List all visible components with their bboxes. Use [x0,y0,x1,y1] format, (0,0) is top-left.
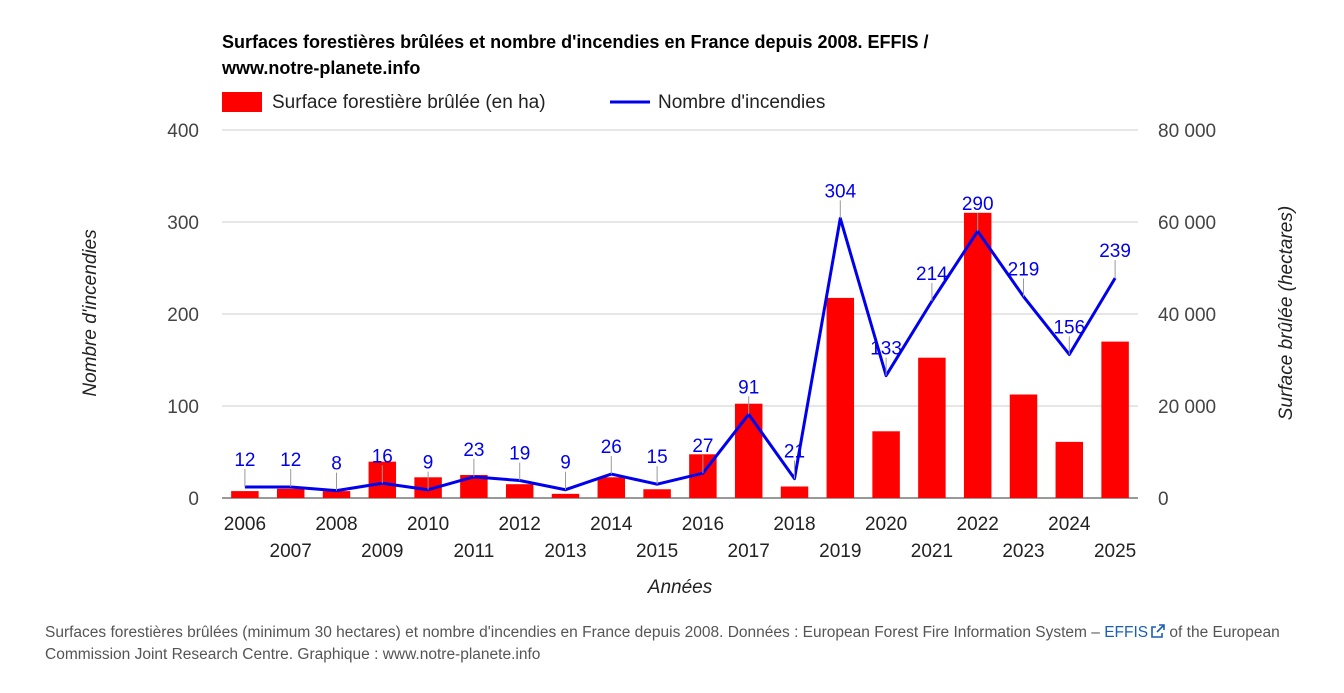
x-tick-label: 2011 [453,541,494,562]
data-label: 8 [331,454,342,475]
caption-text: Surfaces forestières brûlées (minimum 30… [45,624,1105,641]
external-link-icon [1151,624,1165,638]
chart-title-line2: www.notre-planete.info [221,58,420,78]
x-tick-label: 2008 [315,514,357,535]
x-tick-label: 2006 [224,514,266,535]
x-tick-label: 2010 [407,514,449,535]
right-tick-label: 80 000 [1158,121,1216,142]
data-label: 156 [1053,317,1085,338]
left-tick-label: 100 [167,397,199,418]
bar [1101,341,1129,498]
data-label: 16 [372,446,393,467]
data-label: 290 [962,194,994,215]
effis-link[interactable]: EFFIS [1104,624,1149,641]
x-tick-label: 2016 [682,514,724,535]
left-tick-label: 0 [188,489,199,510]
x-axis-ticks: 2006200720082009201020112012201320142015… [224,514,1136,562]
bar [322,491,351,498]
bar [643,489,671,498]
chart-title: Surfaces forestières brûlées et nombre d… [222,32,929,52]
data-label: 15 [647,447,668,468]
caption-text-end: of the European Commission Joint Researc… [45,624,1280,663]
data-label: 9 [423,453,434,474]
data-label: 21 [784,442,805,463]
right-tick-label: 20 000 [1158,397,1216,418]
x-tick-label: 2023 [1002,541,1044,562]
bar [460,475,488,498]
legend-bar-label: Surface forestière brûlée (en ha) [272,92,546,113]
data-label: 91 [738,377,759,398]
chart-caption: Surfaces forestières brûlées (minimum 30… [45,622,1315,666]
bar [918,357,946,498]
bar [551,493,580,498]
left-tick-label: 200 [167,305,199,326]
data-label: 133 [870,339,902,360]
data-label: 23 [463,440,484,461]
bar [276,488,305,498]
data-label: 9 [560,453,571,474]
right-axis-label: Surface brûlée (hectares) [1276,206,1297,420]
bar [963,212,992,499]
left-axis-label: Nombre d'incendies [80,229,101,397]
legend-bar-swatch [222,92,262,112]
data-label: 19 [509,444,530,465]
combo-chart: Surfaces forestières brûlées et nombre d… [80,32,1297,598]
left-tick-label: 400 [167,121,199,142]
x-tick-label: 2022 [957,514,999,535]
data-label: 26 [601,437,622,458]
right-axis-ticks: 0 20 000 40 000 60 000 80 000 [1158,121,1216,510]
data-label: 12 [280,450,301,471]
data-label: 12 [234,450,255,471]
x-tick-label: 2021 [911,541,953,562]
right-tick-label: 60 000 [1158,213,1216,234]
x-tick-label: 2015 [636,541,678,562]
data-label: 219 [1008,260,1040,281]
legend: Surface forestière brûlée (en ha) Nombre… [222,92,825,113]
x-tick-label: 2024 [1048,514,1091,535]
bar [780,486,809,498]
legend-line-label: Nombre d'incendies [658,92,825,113]
bar [734,403,763,498]
x-tick-label: 2013 [544,541,586,562]
x-tick-label: 2012 [499,514,541,535]
bar-series [231,212,1129,499]
x-tick-label: 2009 [361,541,403,562]
right-tick-label: 0 [1158,489,1169,510]
data-label: 27 [692,436,713,457]
gridlines [222,129,1138,499]
bar [1009,394,1038,498]
line-path [244,216,1117,493]
data-label: 304 [824,181,856,202]
right-tick-label: 40 000 [1158,305,1216,326]
data-label: 214 [916,264,948,285]
x-tick-label: 2007 [270,541,312,562]
x-tick-label: 2014 [590,514,633,535]
bar [826,297,855,498]
bar [872,431,900,498]
x-axis-label: Années [647,577,713,598]
bar [1055,441,1084,498]
x-tick-label: 2018 [773,514,815,535]
bar [505,484,534,498]
bar [231,491,259,498]
x-tick-label: 2017 [728,541,770,562]
x-tick-label: 2020 [865,514,907,535]
left-tick-label: 300 [167,213,199,234]
x-tick-label: 2025 [1094,541,1136,562]
left-axis-ticks: 0 100 200 300 400 [167,121,199,510]
x-tick-label: 2019 [819,541,861,562]
bar [597,477,626,498]
line-series: 12 12 8 16 9 23 19 9 26 15 27 91 21 304 133 214 290 219 15… [234,181,1131,493]
data-label: 239 [1099,241,1131,262]
